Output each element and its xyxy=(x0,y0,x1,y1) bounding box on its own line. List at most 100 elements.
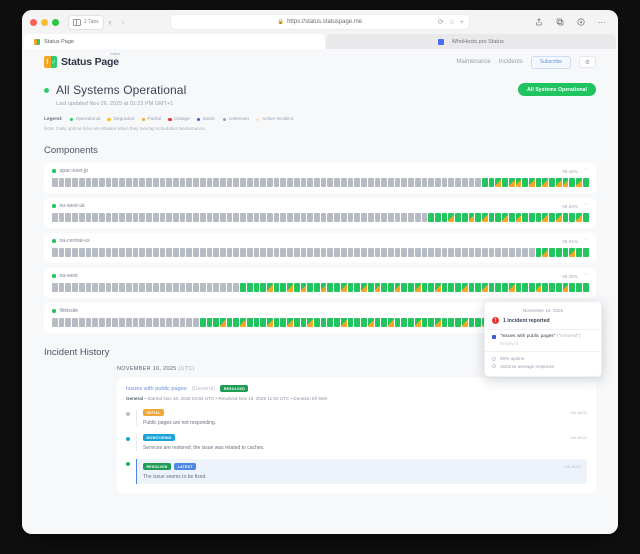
uptime-tick[interactable] xyxy=(58,248,65,257)
uptime-tick[interactable] xyxy=(434,318,441,327)
uptime-tick[interactable] xyxy=(125,283,132,292)
uptime-tick[interactable] xyxy=(320,248,327,257)
uptime-tick[interactable] xyxy=(461,283,468,292)
uptime-tick[interactable] xyxy=(542,213,549,222)
uptime-tick[interactable] xyxy=(267,178,273,187)
uptime-tick[interactable] xyxy=(159,248,166,257)
uptime-tick[interactable] xyxy=(199,248,206,257)
uptime-tick[interactable] xyxy=(260,248,266,257)
uptime-tick[interactable] xyxy=(213,213,219,222)
uptime-tick[interactable] xyxy=(159,283,166,292)
uptime-tick[interactable] xyxy=(515,213,522,222)
uptime-tick[interactable] xyxy=(219,178,226,187)
uptime-tick[interactable] xyxy=(186,248,193,257)
uptime-tick[interactable] xyxy=(172,213,179,222)
uptime-tick[interactable] xyxy=(421,318,428,327)
uptime-tick[interactable] xyxy=(502,283,508,292)
uptime-tick[interactable] xyxy=(193,248,199,257)
uptime-tick[interactable] xyxy=(253,178,260,187)
uptime-tick[interactable] xyxy=(495,213,502,222)
uptime-tick[interactable] xyxy=(253,213,260,222)
uptime-tick[interactable] xyxy=(287,283,293,292)
uptime-tick[interactable] xyxy=(206,248,213,257)
reload-icon[interactable]: ⟳ xyxy=(437,19,444,26)
uptime-tick[interactable] xyxy=(226,213,233,222)
close-window-button[interactable] xyxy=(30,18,37,26)
uptime-tick[interactable] xyxy=(421,178,428,187)
uptime-tick[interactable] xyxy=(240,318,246,327)
uptime-tick[interactable] xyxy=(448,178,455,187)
chevron-up-icon[interactable]: ⌃ xyxy=(583,273,588,279)
uptime-tick[interactable] xyxy=(488,213,495,222)
site-logo[interactable]: ! ✓ Status Page hosted xyxy=(44,52,120,68)
uptime-tick[interactable] xyxy=(273,248,280,257)
uptime-tick[interactable] xyxy=(508,248,515,257)
uptime-tick[interactable] xyxy=(307,318,314,327)
uptime-tick[interactable] xyxy=(213,283,219,292)
uptime-tick[interactable] xyxy=(535,178,542,187)
uptime-tick[interactable] xyxy=(461,213,468,222)
uptime-tick[interactable] xyxy=(495,178,502,187)
uptime-tick[interactable] xyxy=(488,248,495,257)
uptime-tick[interactable] xyxy=(240,283,246,292)
uptime-tick[interactable] xyxy=(394,213,401,222)
uptime-tick[interactable] xyxy=(179,248,186,257)
uptime-tick[interactable] xyxy=(421,283,428,292)
uptime-tick[interactable] xyxy=(213,318,219,327)
uptime-tick[interactable] xyxy=(166,213,172,222)
uptime-tick[interactable] xyxy=(99,283,105,292)
uptime-tick[interactable] xyxy=(482,213,488,222)
uptime-tick[interactable] xyxy=(219,248,226,257)
uptime-tick-bar[interactable] xyxy=(52,248,589,257)
uptime-tick[interactable] xyxy=(488,283,495,292)
uptime-tick[interactable] xyxy=(529,283,535,292)
uptime-tick[interactable] xyxy=(555,283,562,292)
uptime-tick[interactable] xyxy=(99,178,105,187)
uptime-tick[interactable] xyxy=(267,318,273,327)
uptime-tick[interactable] xyxy=(72,248,78,257)
uptime-tick[interactable] xyxy=(421,213,428,222)
uptime-tick[interactable] xyxy=(468,318,475,327)
uptime-tick[interactable] xyxy=(300,248,307,257)
uptime-tick[interactable] xyxy=(455,248,461,257)
uptime-tick[interactable] xyxy=(569,213,576,222)
uptime-tick[interactable] xyxy=(441,283,448,292)
uptime-tick[interactable] xyxy=(468,178,475,187)
uptime-tick[interactable] xyxy=(374,178,381,187)
uptime-tick[interactable] xyxy=(105,283,112,292)
uptime-tick[interactable] xyxy=(327,283,334,292)
uptime-tick[interactable] xyxy=(347,318,354,327)
uptime-tick[interactable] xyxy=(78,318,85,327)
uptime-tick[interactable] xyxy=(482,248,488,257)
uptime-tick[interactable] xyxy=(139,178,146,187)
uptime-tick[interactable] xyxy=(139,318,146,327)
uptime-tick[interactable] xyxy=(139,248,146,257)
uptime-tick[interactable] xyxy=(569,248,576,257)
uptime-tick[interactable] xyxy=(381,248,387,257)
uptime-tick[interactable] xyxy=(522,213,529,222)
uptime-tick[interactable] xyxy=(260,213,266,222)
uptime-tick[interactable] xyxy=(562,283,569,292)
uptime-tick[interactable] xyxy=(273,283,280,292)
uptime-tick[interactable] xyxy=(226,248,233,257)
uptime-tick[interactable] xyxy=(576,283,582,292)
uptime-tick[interactable] xyxy=(293,283,300,292)
uptime-tick[interactable] xyxy=(132,283,139,292)
uptime-tick[interactable] xyxy=(125,248,132,257)
uptime-tick[interactable] xyxy=(280,178,287,187)
uptime-tick[interactable] xyxy=(367,283,374,292)
uptime-tick[interactable] xyxy=(522,283,529,292)
uptime-tick[interactable] xyxy=(186,283,193,292)
uptime-tick[interactable] xyxy=(52,248,58,257)
uptime-tick[interactable] xyxy=(125,318,132,327)
uptime-tick[interactable] xyxy=(562,248,569,257)
uptime-tick[interactable] xyxy=(85,283,92,292)
uptime-tick[interactable] xyxy=(166,248,172,257)
uptime-tick[interactable] xyxy=(193,178,199,187)
uptime-tick[interactable] xyxy=(119,283,125,292)
uptime-tick[interactable] xyxy=(361,178,367,187)
uptime-tick[interactable] xyxy=(112,318,119,327)
uptime-tick[interactable] xyxy=(206,283,213,292)
uptime-tick[interactable] xyxy=(72,318,78,327)
uptime-tick[interactable] xyxy=(240,248,246,257)
